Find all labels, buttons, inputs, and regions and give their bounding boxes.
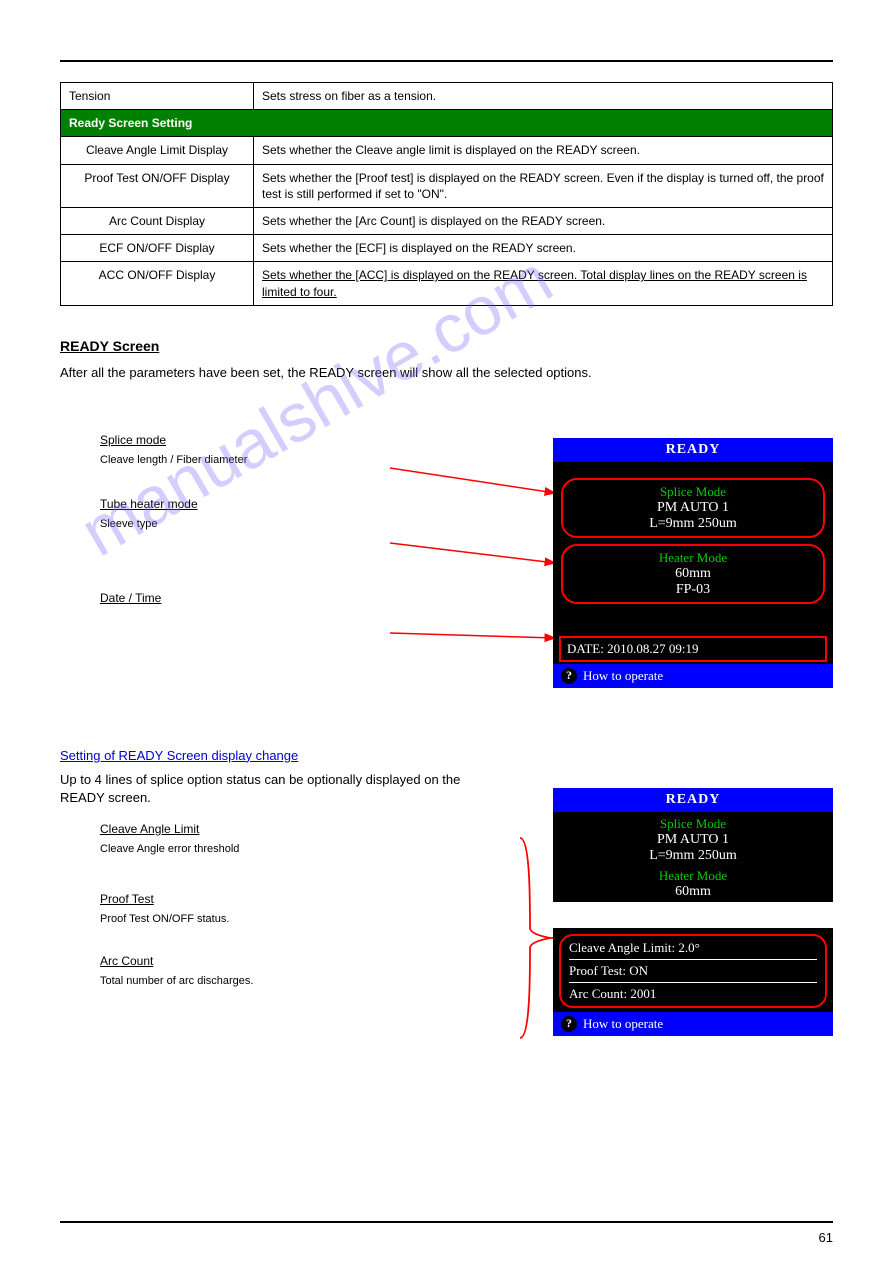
heater-mode-box: Heater Mode 60mm xyxy=(553,864,833,900)
help-bar: ? How to operate xyxy=(553,1012,833,1036)
page-top-rule xyxy=(60,60,833,62)
ready-screen-section: READY Screen After all the parameters ha… xyxy=(60,338,833,728)
screen-white-gap xyxy=(553,902,833,928)
param-cell: Proof Test ON/OFF Display xyxy=(61,164,254,207)
splice-mode-value: PM AUTO 1 xyxy=(571,500,815,516)
screen-titlebar: READY xyxy=(553,788,833,812)
stat-divider xyxy=(569,959,817,960)
page-number: 61 xyxy=(819,1230,833,1245)
table-row: ECF ON/OFF Display Sets whether the [ECF… xyxy=(61,235,833,262)
ready-screen-setting-section: Setting of READY Screen display change U… xyxy=(60,748,833,1108)
param-cell: Cleave Angle Limit Display xyxy=(61,137,254,164)
ready-screen-2: READY Splice Mode PM AUTO 1 L=9mm 250um … xyxy=(553,788,833,1036)
splice-mode-label: Splice Mode xyxy=(571,484,815,500)
stat-line: Proof Test: ON xyxy=(569,963,817,979)
desc-cell: Sets whether the [ECF] is displayed on t… xyxy=(254,235,833,262)
help-text: How to operate xyxy=(583,668,663,684)
splice-dim: L=9mm 250um xyxy=(553,848,833,864)
heater-mode-label: Heater Mode xyxy=(571,550,815,566)
splice-mode-box: Splice Mode PM AUTO 1 L=9mm 250um xyxy=(561,478,825,538)
section-header-cell: Ready Screen Setting xyxy=(61,110,833,137)
heater-sub: FP-03 xyxy=(571,582,815,598)
table-row: Arc Count Display Sets whether the [Arc … xyxy=(61,207,833,234)
parameter-table: Tension Sets stress on fiber as a tensio… xyxy=(60,82,833,306)
desc-cell: Sets whether the Cleave angle limit is d… xyxy=(254,137,833,164)
desc-cell: Sets whether the [Arc Count] is displaye… xyxy=(254,207,833,234)
help-icon: ? xyxy=(561,1016,577,1032)
param-cell: Arc Count Display xyxy=(61,207,254,234)
param-cell: ACC ON/OFF Display xyxy=(61,262,254,305)
desc-cell: Sets whether the [Proof test] is display… xyxy=(254,164,833,207)
label-sub: Cleave Angle error threshold xyxy=(100,843,239,855)
help-text: How to operate xyxy=(583,1016,663,1032)
label-sub: Sleeve type xyxy=(100,518,157,530)
param-cell: ECF ON/OFF Display xyxy=(61,235,254,262)
section-intro: After all the parameters have been set, … xyxy=(60,364,601,382)
splice-mode-box: Splice Mode PM AUTO 1 L=9mm 250um xyxy=(553,812,833,864)
section-title: READY Screen xyxy=(60,338,833,354)
table-row: Proof Test ON/OFF Display Sets whether t… xyxy=(61,164,833,207)
splice-mode-value: PM AUTO 1 xyxy=(553,832,833,848)
stat-line: Cleave Angle Limit: 2.0° xyxy=(569,940,817,956)
blue-note: Setting of READY Screen display change xyxy=(60,748,462,763)
splice-dim: L=9mm 250um xyxy=(571,516,815,532)
desc-text: Sets whether the [ACC] is displayed on t… xyxy=(262,268,807,298)
label-sub: Proof Test ON/OFF status. xyxy=(100,913,229,925)
table-row: Tension Sets stress on fiber as a tensio… xyxy=(61,83,833,110)
section-intro: Up to 4 lines of splice option status ca… xyxy=(60,771,493,807)
help-bar: ? How to operate xyxy=(553,664,833,688)
table-row: Cleave Angle Limit Display Sets whether … xyxy=(61,137,833,164)
heater-mode-box: Heater Mode 60mm FP-03 xyxy=(561,544,825,604)
page-bottom-rule xyxy=(60,1221,833,1223)
label-sub: Total number of arc discharges. xyxy=(100,975,253,987)
help-icon: ? xyxy=(561,668,577,684)
stat-divider xyxy=(569,982,817,983)
heater-mode-value: 60mm xyxy=(571,566,815,582)
heater-mode-value: 60mm xyxy=(553,884,833,900)
param-cell: Tension xyxy=(61,83,254,110)
screen-titlebar: READY xyxy=(553,438,833,462)
ready-screen-1: READY Splice Mode PM AUTO 1 L=9mm 250um … xyxy=(553,438,833,688)
table-section-header: Ready Screen Setting xyxy=(61,110,833,137)
stat-line: Arc Count: 2001 xyxy=(569,986,817,1002)
label-sub: Cleave length / Fiber diameter xyxy=(100,454,247,466)
date-box: DATE: 2010.08.27 09:19 xyxy=(559,636,827,662)
desc-cell: Sets stress on fiber as a tension. xyxy=(254,83,833,110)
desc-cell: Sets whether the [ACC] is displayed on t… xyxy=(254,262,833,305)
heater-mode-label: Heater Mode xyxy=(553,868,833,884)
table-row: ACC ON/OFF Display Sets whether the [ACC… xyxy=(61,262,833,305)
splice-mode-label: Splice Mode xyxy=(553,816,833,832)
stats-box: Cleave Angle Limit: 2.0° Proof Test: ON … xyxy=(559,934,827,1008)
